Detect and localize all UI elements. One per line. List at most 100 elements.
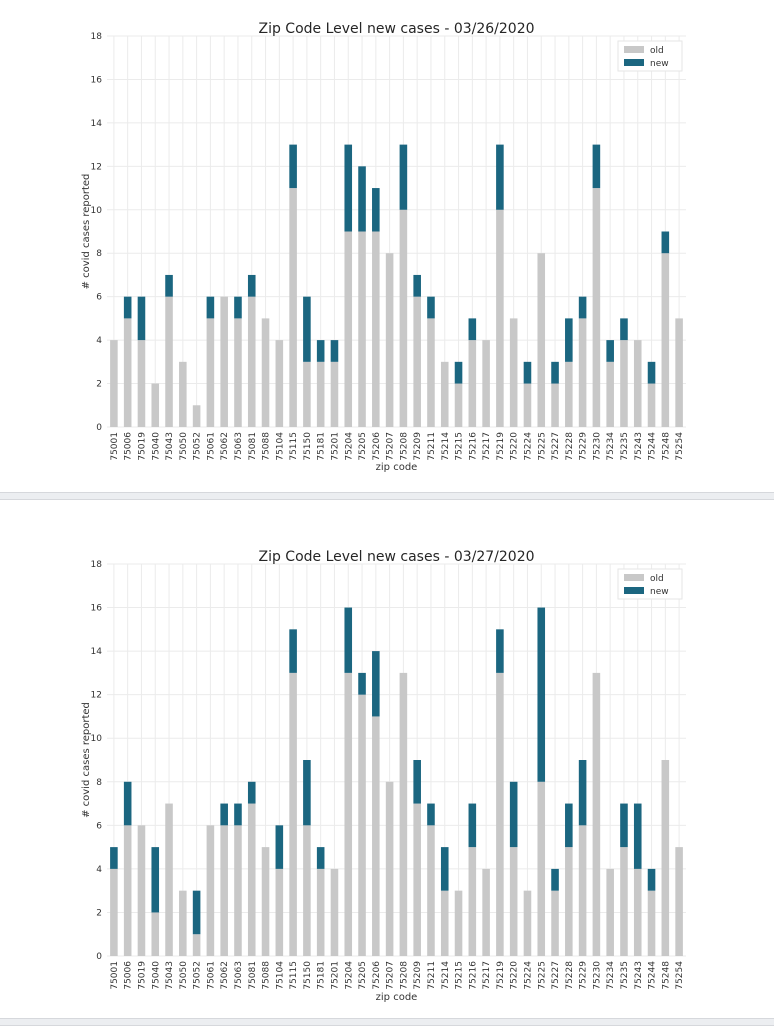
- bar-old-75050: [179, 361, 187, 427]
- bar-new-75244: [647, 361, 656, 384]
- legend-swatch-new: [624, 59, 644, 66]
- x-tick-label: 75208: [399, 432, 409, 461]
- bar-new-75181: [316, 340, 325, 362]
- bar-old-75061: [206, 318, 215, 427]
- bar-old-75230: [592, 188, 601, 427]
- x-tick-label: 75220: [510, 961, 520, 990]
- bar-new-75229: [578, 296, 587, 319]
- bar-new-75224: [523, 361, 532, 384]
- x-tick-label: 75204: [344, 961, 354, 990]
- bar-old-75205: [358, 231, 366, 427]
- x-tick-label: 75209: [413, 961, 423, 990]
- bar-old-75062: [220, 825, 228, 956]
- bar-old-75244: [647, 383, 656, 427]
- x-tick-label: 75207: [386, 432, 396, 461]
- x-tick-label: 75050: [179, 961, 189, 990]
- bar-new-75201: [330, 340, 339, 362]
- bar-old-75081: [247, 803, 256, 956]
- bar-old-75150: [303, 361, 311, 427]
- x-tick-label: 75228: [565, 432, 575, 461]
- y-tick-label: 18: [91, 560, 103, 570]
- x-tick-label: 75181: [317, 961, 327, 990]
- bar-old-75019: [137, 340, 146, 427]
- x-tick-label: 75225: [537, 961, 547, 990]
- x-tick-label: 75234: [606, 961, 616, 990]
- bar-old-75211: [427, 825, 435, 956]
- x-tick-label: 75063: [234, 432, 244, 461]
- bar-new-75228: [565, 803, 573, 848]
- x-axis-label: zip code: [376, 462, 418, 473]
- bar-old-75217: [482, 340, 490, 427]
- y-tick-label: 12: [91, 691, 102, 701]
- bar-old-75115: [289, 188, 297, 427]
- x-tick-label: 75224: [523, 961, 533, 990]
- y-tick-label: 16: [91, 604, 103, 614]
- bar-old-75207: [385, 781, 394, 956]
- bar-new-75063: [234, 296, 242, 319]
- bar-new-75214: [440, 847, 449, 891]
- bar-old-75081: [247, 296, 256, 427]
- bar-old-75234: [606, 361, 614, 427]
- bar-new-75209: [413, 274, 421, 297]
- y-tick-label: 6: [96, 293, 102, 303]
- x-tick-label: 75088: [262, 432, 272, 461]
- x-tick-label: 75115: [289, 961, 299, 990]
- bar-old-75207: [385, 253, 394, 427]
- x-tick-label: 75248: [661, 432, 671, 461]
- bar-old-75227: [551, 890, 559, 956]
- bar-old-75254: [675, 318, 683, 427]
- x-tick-label: 75208: [399, 961, 409, 990]
- y-tick-label: 8: [96, 249, 102, 259]
- bar-new-75081: [247, 274, 256, 297]
- bar-old-75230: [592, 672, 601, 956]
- bar-old-75214: [440, 890, 449, 956]
- y-tick-label: 2: [96, 380, 102, 390]
- bar-new-75225: [537, 607, 546, 782]
- bar-old-75181: [316, 361, 325, 427]
- x-tick-label: 75081: [248, 961, 258, 990]
- bar-old-75209: [413, 296, 421, 427]
- bar-old-75052: [192, 405, 201, 427]
- bar-old-75215: [454, 383, 463, 427]
- bar-new-75229: [578, 760, 587, 826]
- bar-old-75205: [358, 694, 366, 956]
- bar-old-75224: [523, 383, 532, 427]
- x-tick-label: 75225: [537, 432, 547, 461]
- bar-new-75227: [551, 868, 559, 891]
- bar-old-75043: [165, 803, 173, 956]
- x-tick-label: 75206: [372, 961, 382, 990]
- x-tick-label: 75052: [193, 432, 203, 461]
- y-tick-label: 10: [91, 206, 103, 216]
- y-axis-label: # covid cases reported: [81, 174, 92, 290]
- bar-new-75063: [234, 803, 242, 826]
- x-tick-label: 75205: [358, 432, 368, 461]
- bar-new-75150: [303, 760, 311, 826]
- bar-old-75201: [330, 868, 339, 956]
- y-tick-label: 10: [91, 734, 103, 744]
- y-tick-label: 16: [91, 75, 103, 85]
- bar-old-75063: [234, 318, 242, 427]
- x-tick-label: 75019: [137, 432, 147, 461]
- bar-old-75208: [399, 672, 408, 956]
- stacked-bar-chart-2: 0 2 4 6 8 10 12 14 16 18 75001 75006 75019 75040 75043…: [81, 549, 686, 1003]
- y-tick-label: 0: [96, 423, 102, 433]
- chart-panel-1: 0 2 4 6 8 10 12 14 16 18 75001 75006 75019 75040 75043…: [0, 0, 774, 492]
- bar-new-75206: [372, 188, 380, 232]
- x-tick-label: 75050: [179, 432, 189, 461]
- bar-old-75209: [413, 803, 421, 956]
- bar-old-75234: [606, 868, 614, 956]
- bar-old-75063: [234, 825, 242, 956]
- x-tick-label: 75230: [592, 432, 602, 461]
- bar-new-75208: [399, 144, 408, 210]
- bar-new-75204: [344, 607, 353, 673]
- bar-old-75104: [275, 340, 284, 427]
- bar-new-75001: [110, 847, 118, 869]
- y-tick-label: 2: [96, 908, 102, 918]
- x-tick-label: 75244: [648, 961, 658, 990]
- x-tick-label: 75081: [248, 432, 258, 461]
- bar-new-75230: [592, 144, 601, 189]
- bar-old-75220: [509, 318, 518, 427]
- bar-new-75204: [344, 144, 353, 232]
- bar-old-75201: [330, 361, 339, 427]
- x-tick-label: 75243: [634, 432, 644, 461]
